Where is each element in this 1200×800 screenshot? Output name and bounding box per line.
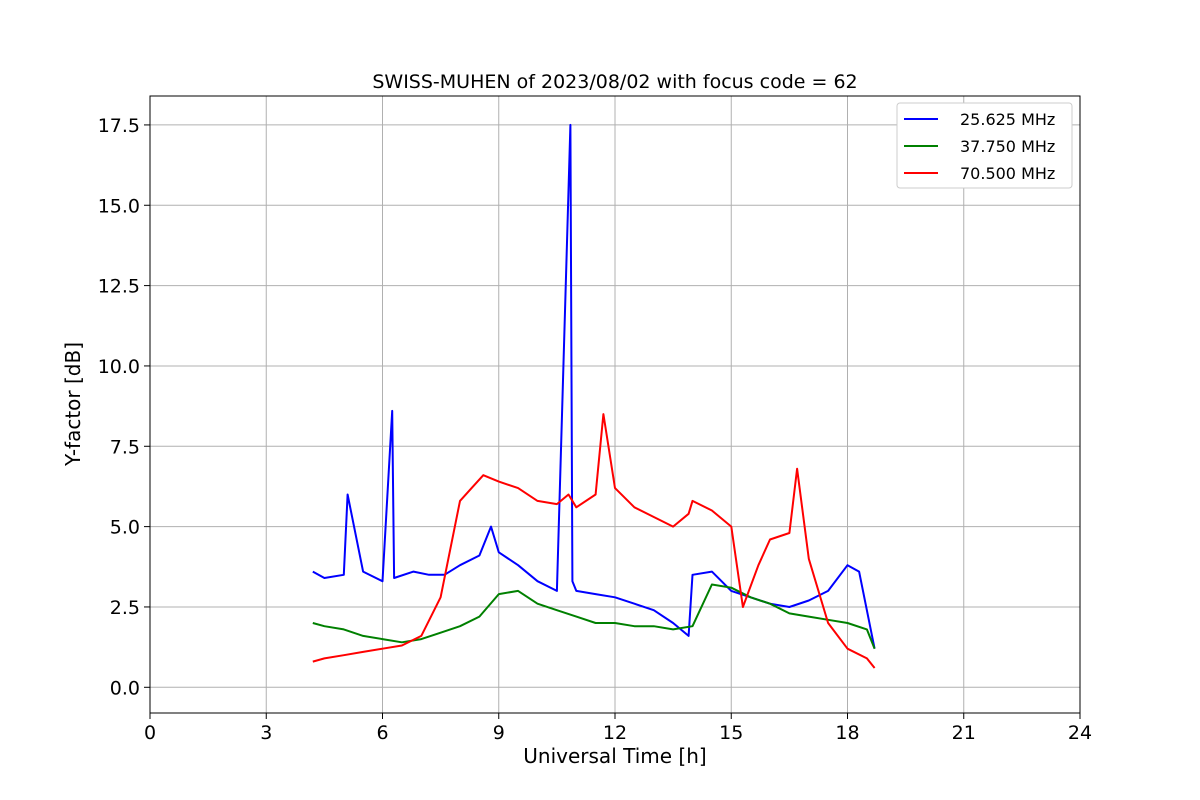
x-tick-label: 15 (719, 722, 743, 744)
x-tick-label: 12 (603, 722, 627, 744)
x-tick-label: 18 (835, 722, 859, 744)
y-tick-label: 7.5 (110, 436, 140, 458)
x-axis-ticks: 0 3 6 9 12 15 18 21 24 (144, 713, 1092, 744)
x-tick-label: 0 (144, 722, 156, 744)
y-tick-label: 0.0 (110, 677, 140, 699)
y-tick-label: 17.5 (98, 115, 140, 137)
legend: 25.625 MHz 37.750 MHz 70.500 MHz (896, 102, 1073, 189)
series-line-1 (312, 583, 876, 650)
x-tick-label: 9 (493, 722, 505, 744)
x-tick-label: 21 (952, 722, 976, 744)
y-axis-label: Y-factor [dB] (61, 342, 85, 467)
y-axis-ticks: 0.0 2.5 5.0 7.5 10.0 12.5 15.0 17.5 (98, 115, 150, 699)
y-tick-label: 12.5 (98, 276, 140, 298)
x-tick-label: 24 (1068, 722, 1092, 744)
x-axis-label: Universal Time [h] (523, 744, 706, 768)
chart-title: SWISS-MUHEN of 2023/08/02 with focus cod… (372, 71, 857, 93)
legend-label-2: 70.500 MHz (960, 164, 1055, 183)
x-tick-label: 6 (376, 722, 388, 744)
series-lines (312, 123, 876, 669)
y-tick-label: 2.5 (110, 597, 140, 619)
y-tick-label: 5.0 (110, 517, 140, 539)
series-line-2 (312, 413, 876, 669)
y-tick-label: 10.0 (98, 356, 140, 378)
legend-box (896, 102, 1073, 189)
x-tick-label: 3 (260, 722, 272, 744)
legend-label-1: 37.750 MHz (960, 137, 1055, 156)
y-tick-label: 15.0 (98, 195, 140, 217)
legend-label-0: 25.625 MHz (960, 110, 1055, 129)
